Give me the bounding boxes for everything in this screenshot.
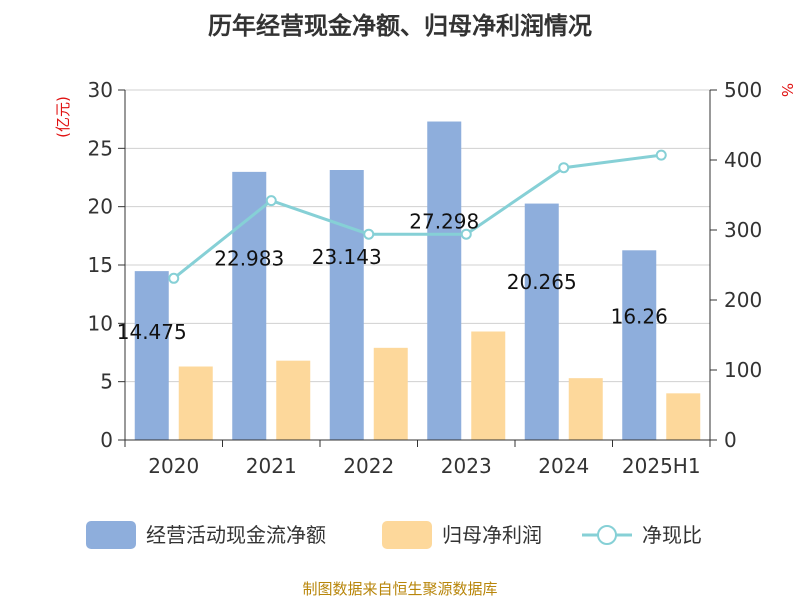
legend-swatch (86, 521, 136, 549)
left-axis-tick-label: 5 (100, 370, 113, 394)
right-axis-tick-label: 400 (724, 148, 762, 172)
bar-net-profit (471, 331, 506, 440)
bar-cashflow (427, 121, 462, 441)
bar-data-label: 16.26 (611, 305, 668, 329)
ratio-point (558, 162, 570, 174)
left-axis-tick-label: 20 (88, 195, 113, 219)
left-axis-tick-label: 15 (88, 253, 113, 277)
line-series (168, 149, 667, 284)
left-axis-unit-label: (亿元) (54, 96, 72, 138)
right-axis-tick-label: 0 (724, 428, 737, 452)
bar-cashflow (524, 203, 559, 440)
legend-label: 净现比 (642, 523, 702, 547)
chart-title: 历年经营现金净额、归母净利润情况 (208, 12, 592, 40)
x-axis-tick-label: 2020 (148, 454, 199, 478)
bar-data-label: 14.475 (117, 320, 187, 344)
x-axis-tick-label: 2024 (538, 454, 589, 478)
left-axis-tick-label: 30 (88, 78, 113, 102)
bar-data-label: 22.983 (214, 247, 284, 271)
bar-cashflow (134, 271, 169, 440)
ratio-point (363, 228, 375, 240)
right-axis-tick-label: 100 (724, 358, 762, 382)
x-axis-tick-label: 2025H1 (622, 454, 701, 478)
left-axis-tick-label: 10 (88, 311, 113, 335)
x-axis-tick-label: 2021 (246, 454, 297, 478)
grid-lines (125, 89, 710, 383)
bar-cashflow (329, 169, 364, 440)
x-axis-tick-label: 2022 (343, 454, 394, 478)
ratio-point (655, 149, 667, 161)
bar-data-label: 27.298 (409, 209, 479, 233)
right-axis-tick-label: 300 (724, 218, 762, 242)
x-axis-tick-label: 2023 (441, 454, 492, 478)
source-note: 制图数据来自恒生聚源数据库 (302, 580, 498, 598)
ratio-point (265, 195, 277, 207)
bar-data-label: 23.143 (312, 245, 382, 269)
bar-cashflow (622, 250, 657, 440)
bar-net-profit (568, 378, 603, 440)
bar-net-profit (178, 366, 213, 440)
bar-net-profit (373, 347, 408, 440)
left-axis-tick-label: 0 (100, 428, 113, 452)
legend-swatch (382, 521, 432, 549)
ratio-line (172, 153, 662, 280)
bar-net-profit (276, 360, 311, 440)
ratio-point (460, 228, 472, 240)
right-axis-tick-label: 200 (724, 288, 762, 312)
data-labels: 14.475 22.983 23.143 27.298 20.265 16.26 (117, 209, 668, 344)
left-axis-tick-label: 25 (88, 136, 113, 160)
right-axis-unit-label: % (778, 83, 796, 97)
bar-data-label: 20.265 (507, 270, 577, 294)
bar-net-profit (666, 393, 701, 440)
bar-cashflow (232, 171, 267, 441)
right-axis-tick-label: 500 (724, 78, 762, 102)
legend-label: 经营活动现金流净额 (146, 523, 326, 547)
legend-label: 归母净利润 (442, 523, 542, 547)
bar-series (134, 121, 701, 441)
ratio-point (168, 272, 180, 284)
legend: 经营活动现金流净额 归母净利润 净现比 (86, 521, 702, 549)
legend-marker (597, 525, 617, 545)
